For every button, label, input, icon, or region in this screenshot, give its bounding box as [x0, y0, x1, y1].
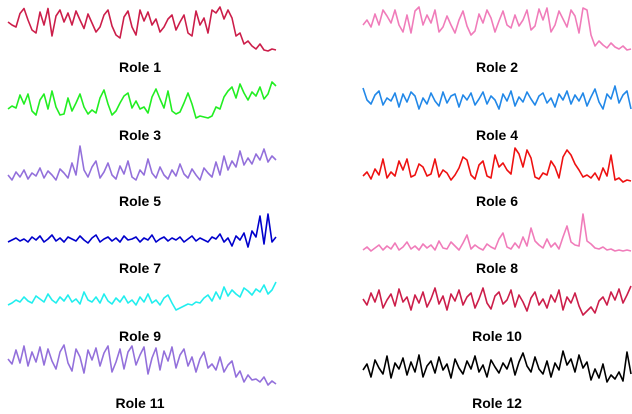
series-line-role-12	[362, 350, 632, 383]
panel-label-role-6: Role 6	[476, 193, 518, 209]
panel-label-role-9: Role 9	[119, 328, 161, 344]
panel-label-role-8: Role 8	[476, 260, 518, 276]
series-line-role-10	[362, 285, 632, 316]
panel-label-role-12: Role 12	[472, 395, 522, 411]
series-line-role-5	[7, 145, 277, 181]
panel-label-role-11: Role 11	[115, 395, 164, 411]
series-line-role-1	[7, 6, 277, 52]
series-line-role-6	[362, 147, 632, 183]
panel-label-role-5: Role 5	[119, 193, 161, 209]
series-line-role-3	[7, 81, 277, 119]
panel-label-role-4: Role 4	[476, 127, 518, 143]
series-line-role-8	[362, 213, 632, 252]
panel-label-role-3: Role 3	[119, 127, 161, 143]
panel-label-role-7: Role 7	[119, 260, 161, 276]
series-line-role-9	[7, 281, 277, 311]
series-line-role-7	[7, 213, 277, 248]
series-line-role-4	[362, 85, 632, 110]
series-line-role-2	[362, 6, 632, 51]
panel-label-role-1: Role 1	[119, 59, 161, 75]
panel-label-role-10: Role 10	[472, 328, 522, 344]
series-line-role-11	[7, 344, 277, 386]
panel-label-role-2: Role 2	[476, 59, 518, 75]
